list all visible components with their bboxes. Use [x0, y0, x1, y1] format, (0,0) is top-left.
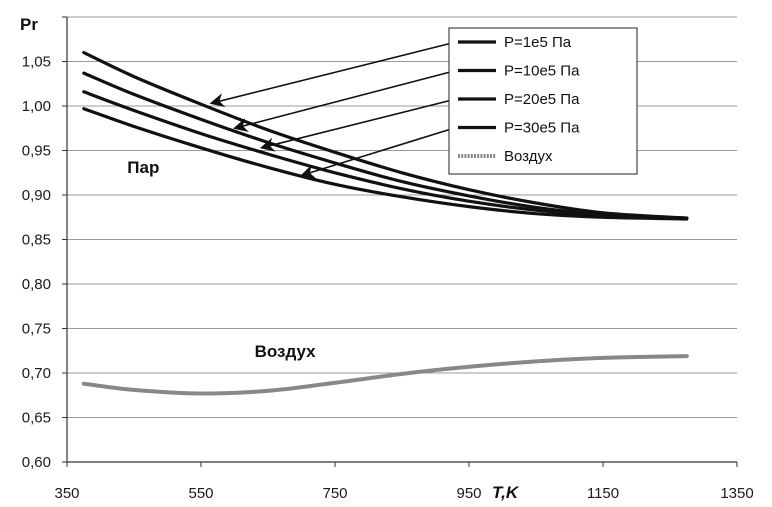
series-line — [82, 107, 689, 221]
y-tick-label: 0,90 — [22, 187, 51, 204]
x-tick-label: 1350 — [720, 485, 753, 502]
legend-label: P=20e5 Па — [504, 91, 580, 108]
y-tick-label: 1,05 — [22, 54, 51, 71]
tick-labels: 0,60 0,65 0,70 0,75 0,80 0,85 0,90 0,95 1,00 1,05… — [22, 54, 754, 503]
grid-lines — [67, 16, 737, 418]
series-line — [81, 354, 689, 396]
y-tick-label: 0,75 — [22, 321, 51, 338]
y-tick-label: 0,95 — [22, 143, 51, 160]
legend-label: P=30e5 Па — [504, 120, 580, 137]
y-tick-label: 1,00 — [22, 98, 51, 115]
series-lines — [81, 51, 689, 396]
legend-arrows — [209, 41, 457, 179]
x-tick-label: 950 — [456, 485, 481, 502]
y-tick-label: 0,80 — [22, 276, 51, 293]
x-tick-label: 350 — [54, 485, 79, 502]
y-axis-label: Pr — [20, 15, 38, 34]
legend-arrow — [209, 41, 457, 108]
y-tick-label: 0,85 — [22, 232, 51, 249]
legend-label: Воздух — [504, 148, 553, 165]
legend-arrow — [259, 98, 457, 152]
x-tick-label: 550 — [188, 485, 213, 502]
series-line — [82, 51, 689, 220]
y-tick-label: 0,70 — [22, 365, 51, 382]
x-axis-label: T,K — [492, 483, 520, 502]
annotation-air: Воздух — [255, 342, 317, 361]
x-tick-label: 1150 — [587, 485, 619, 502]
legend-label: P=1e5 Па — [504, 34, 572, 51]
y-tick-label: 0,60 — [22, 454, 51, 471]
legend: P=1e5 Па P=10e5 Па P=20e5 Па P=30e5 Па Возду… — [448, 27, 638, 175]
annotation-steam: Пар — [127, 158, 159, 177]
legend-label: P=10e5 Па — [504, 63, 580, 80]
y-tick-label: 0,65 — [22, 410, 51, 427]
x-tick-label: 750 — [322, 485, 347, 502]
series-line — [82, 90, 689, 220]
legend-box — [448, 27, 638, 175]
axes — [62, 16, 738, 467]
legend-arrow — [233, 69, 457, 132]
legend-arrow — [300, 126, 457, 179]
